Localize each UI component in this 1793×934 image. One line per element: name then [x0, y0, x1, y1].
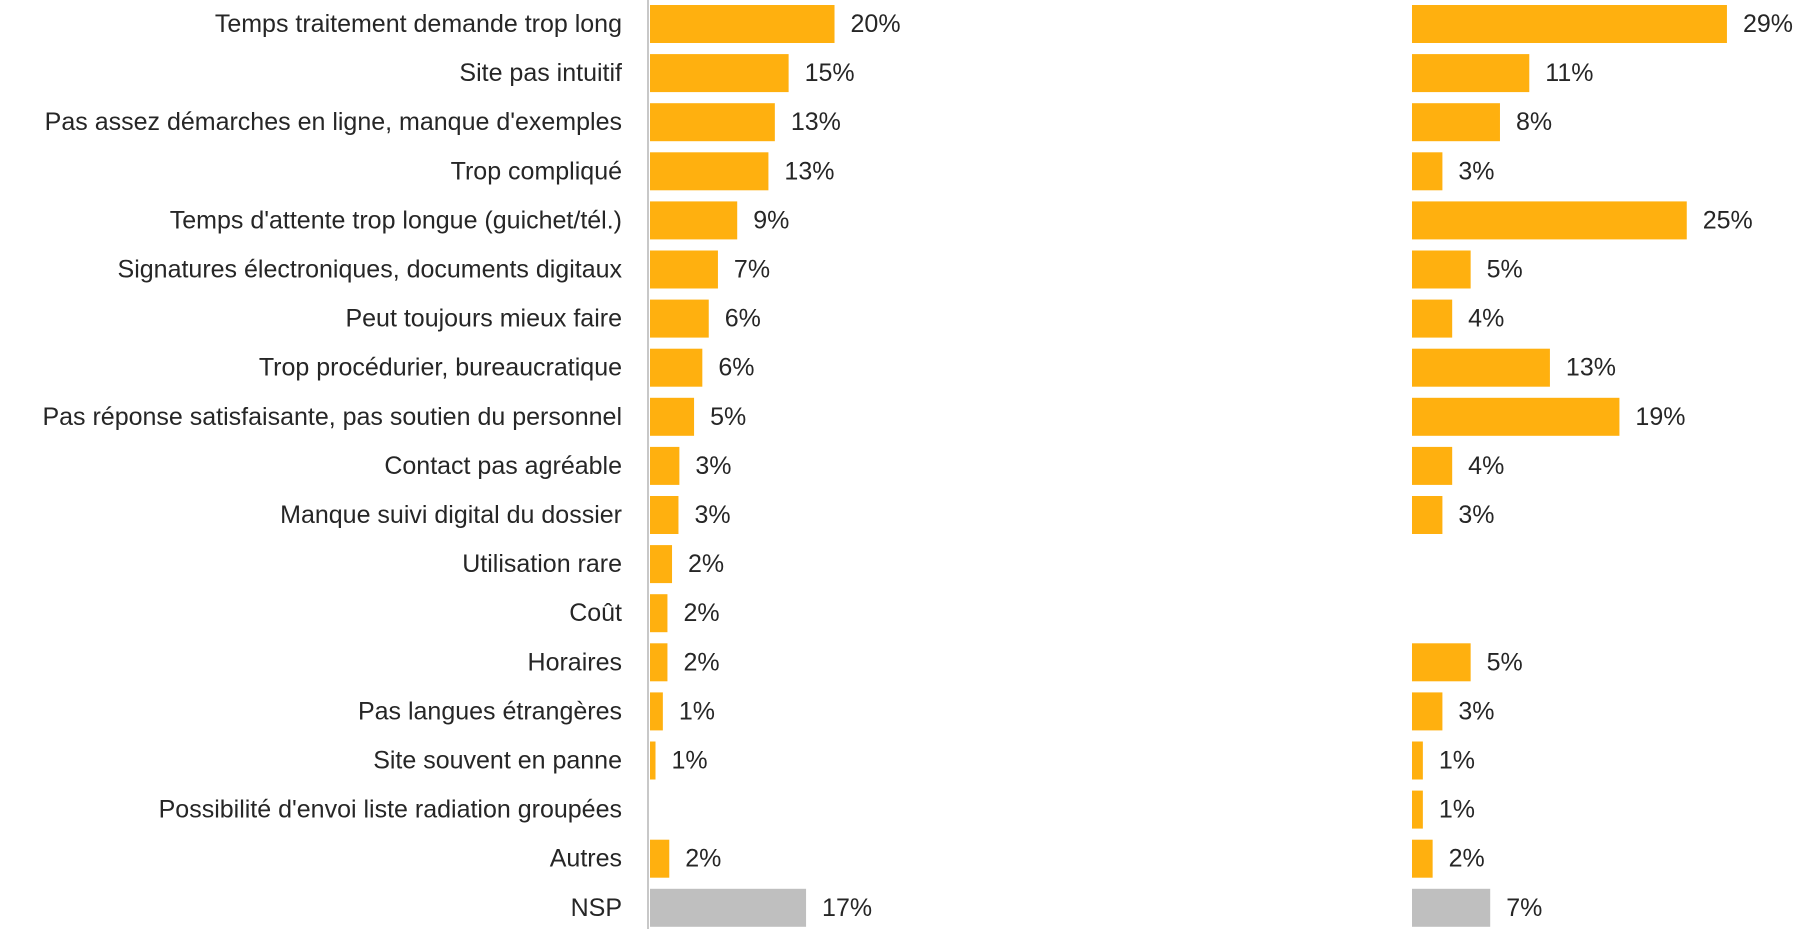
bar [650, 741, 656, 780]
data-label: 1% [1439, 796, 1475, 824]
series-2-panel: 29% 11% 8% 3% 25% 5% 4% 13% 19% 4% 3% 5% 3% 1% 1% 2% 7% [1412, 5, 1793, 927]
category-label: Autres [550, 845, 622, 873]
category-label: Site pas intuitif [459, 59, 622, 87]
data-label: 13% [791, 108, 841, 136]
data-label: 2% [685, 845, 721, 873]
data-label: 19% [1635, 403, 1685, 431]
data-label: 2% [683, 599, 719, 627]
bar [650, 299, 709, 338]
data-label: 2% [688, 550, 724, 578]
bar [650, 643, 668, 682]
bar [650, 5, 835, 43]
data-label: 3% [694, 501, 730, 529]
bar [1412, 103, 1500, 142]
data-label: 8% [1516, 108, 1552, 136]
bar [650, 692, 663, 731]
data-label: 5% [1487, 648, 1523, 676]
bar [650, 103, 775, 142]
bar [650, 446, 680, 485]
bar [650, 348, 703, 387]
series-1-panel: 20% 15% 13% 13% 9% 7% 6% 6% 5% 3% 3% 2% 2% 2% 1% 1% 2% 17… [650, 5, 901, 927]
data-label: 3% [1458, 157, 1494, 185]
bar [1412, 888, 1491, 927]
data-label: 5% [1487, 256, 1523, 284]
bar [1412, 790, 1423, 829]
bar [1412, 839, 1433, 878]
bar [650, 54, 789, 93]
bar [1412, 348, 1550, 387]
data-label: 7% [1506, 894, 1542, 922]
bar [1412, 250, 1471, 289]
data-label: 13% [1566, 354, 1616, 382]
bar [650, 496, 679, 534]
bar [650, 594, 668, 633]
data-label: 2% [683, 648, 719, 676]
data-label: 3% [1458, 501, 1494, 529]
category-label: Possibilité d'envoi liste radiation grou… [159, 796, 622, 824]
data-label: 5% [710, 403, 746, 431]
data-label: 4% [1468, 452, 1504, 480]
bar [1412, 201, 1687, 240]
bar [650, 152, 769, 191]
bar [650, 888, 807, 927]
data-label: 1% [679, 697, 715, 725]
bar [1412, 741, 1423, 780]
data-label: 29% [1743, 10, 1793, 38]
category-label: Manque suivi digital du dossier [280, 501, 622, 529]
category-label: Pas assez démarches en ligne, manque d'e… [45, 108, 622, 136]
category-label: Coût [569, 599, 622, 627]
data-label: 9% [753, 206, 789, 234]
data-label: 3% [1458, 697, 1494, 725]
bar [650, 397, 695, 436]
data-label: 4% [1468, 305, 1504, 333]
category-label: Temps traitement demande trop long [215, 10, 622, 38]
category-label: Signatures électroniques, documents digi… [118, 256, 623, 284]
bar [1412, 152, 1443, 191]
data-label: 25% [1703, 206, 1753, 234]
category-labels: Temps traitement demande trop long Site p… [42, 10, 622, 922]
bar [1412, 299, 1453, 338]
data-label: 20% [851, 10, 901, 38]
bar [1412, 54, 1530, 93]
data-label: 7% [734, 256, 770, 284]
data-label: 11% [1545, 59, 1593, 87]
data-label: 3% [695, 452, 731, 480]
data-label: 1% [1439, 747, 1475, 775]
category-label: Temps d'attente trop longue (guichet/tél… [170, 206, 622, 234]
category-label: Utilisation rare [462, 550, 622, 578]
bar [650, 839, 670, 878]
category-label: Contact pas agréable [384, 452, 622, 480]
category-label: Horaires [528, 648, 622, 676]
category-label: NSP [571, 894, 622, 922]
bar [1412, 692, 1443, 731]
data-label: 15% [805, 59, 855, 87]
data-label: 17% [822, 894, 872, 922]
bar [1412, 397, 1620, 436]
bar [650, 250, 718, 289]
category-label: Pas réponse satisfaisante, pas soutien d… [42, 403, 622, 431]
category-label: Trop procédurier, bureaucratique [259, 354, 622, 382]
data-label: 6% [718, 354, 754, 382]
category-label: Pas langues étrangères [358, 697, 622, 725]
data-label: 1% [672, 747, 708, 775]
category-label: Site souvent en panne [373, 747, 622, 775]
bar [1412, 5, 1727, 43]
bar [650, 201, 738, 240]
category-label: Trop compliqué [451, 157, 622, 185]
bar [650, 545, 673, 584]
data-label: 6% [725, 305, 761, 333]
category-label: Peut toujours mieux faire [345, 305, 622, 333]
bar [1412, 496, 1443, 534]
bar [1412, 643, 1471, 682]
data-label: 13% [784, 157, 834, 185]
data-label: 2% [1449, 845, 1485, 873]
bar [1412, 446, 1453, 485]
